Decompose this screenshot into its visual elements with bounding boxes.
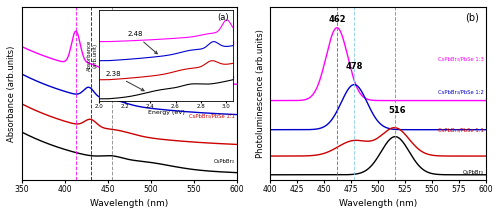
- Text: CsPbBr₃/PbSe 1:3: CsPbBr₃/PbSe 1:3: [438, 57, 484, 61]
- X-axis label: Wavelength (nm): Wavelength (nm): [339, 199, 417, 208]
- X-axis label: Wavelength (nm): Wavelength (nm): [90, 199, 168, 208]
- Text: CsPbBr₃/PbSe 1:2: CsPbBr₃/PbSe 1:2: [438, 90, 484, 95]
- Text: (b): (b): [466, 12, 479, 22]
- Text: CsPbBr₃: CsPbBr₃: [214, 159, 234, 164]
- Y-axis label: Absorbance (arb.units): Absorbance (arb.units): [7, 45, 16, 142]
- Text: CsPbBr₃/PbSe 1:1: CsPbBr₃/PbSe 1:1: [438, 127, 484, 132]
- Text: CsPbBr₃: CsPbBr₃: [462, 170, 483, 175]
- Text: 462: 462: [328, 15, 346, 24]
- Text: CsPbBr₃/PbSe 1:1: CsPbBr₃/PbSe 1:1: [188, 113, 234, 118]
- Text: 516: 516: [388, 106, 406, 115]
- Text: 478: 478: [346, 62, 363, 71]
- Text: CsPbBr₃/PbSe 1:3: CsPbBr₃/PbSe 1:3: [189, 41, 234, 46]
- Text: CsPbBr₃/PbSe 1:2: CsPbBr₃/PbSe 1:2: [188, 75, 234, 80]
- Y-axis label: Photoluminescence (arb.units): Photoluminescence (arb.units): [256, 29, 264, 158]
